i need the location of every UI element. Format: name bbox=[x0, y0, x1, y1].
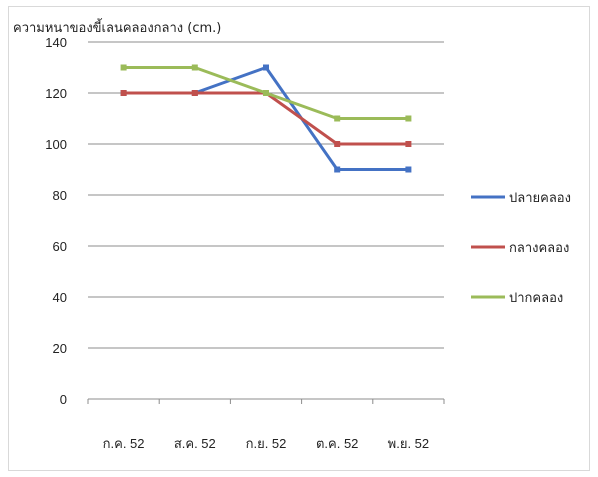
y-tick-label: 20 bbox=[53, 341, 67, 356]
x-tick-label: ต.ค. 52 bbox=[316, 436, 358, 451]
chart-frame: ความหนาของขี้เลนคลองกลาง (cm.) 0 20 40 60 80… bbox=[8, 6, 590, 471]
series-lines bbox=[120, 64, 412, 173]
y-tick-label: 40 bbox=[53, 290, 67, 305]
data-point bbox=[191, 64, 198, 71]
data-point bbox=[120, 90, 127, 96]
chart-title: ความหนาของขี้เลนคลองกลาง (cm.) bbox=[13, 18, 221, 36]
data-point bbox=[334, 115, 341, 122]
data-point bbox=[334, 166, 341, 173]
line-chart: ความหนาของขี้เลนคลองกลาง (cm.) 0 20 40 60 80… bbox=[13, 18, 571, 451]
x-tick-label: พ.ย. 52 bbox=[388, 436, 429, 451]
y-tick-label: 60 bbox=[53, 239, 67, 254]
x-tick-label: ก.ย. 52 bbox=[246, 436, 287, 451]
legend-label: กลางคลอง bbox=[509, 241, 569, 256]
y-tick-label: 140 bbox=[45, 35, 67, 50]
data-point bbox=[405, 115, 412, 122]
data-point bbox=[405, 141, 412, 147]
y-tick-label: 80 bbox=[53, 188, 67, 203]
y-tick-label: 100 bbox=[45, 137, 67, 152]
legend-label: ปลายคลอง bbox=[509, 191, 571, 206]
y-tick-label: 0 bbox=[60, 392, 67, 407]
data-point bbox=[334, 141, 341, 147]
data-point bbox=[191, 90, 198, 96]
data-point bbox=[263, 90, 269, 96]
data-point bbox=[263, 64, 269, 71]
data-point bbox=[120, 64, 127, 71]
axes: 0 20 40 60 80 100 120 140 ก.ค. 52 ส.ค. 52 ก.ย. 52 ต… bbox=[45, 35, 445, 451]
legend-label: ปากคลอง bbox=[509, 291, 563, 306]
x-tick-label: ก.ค. 52 bbox=[103, 436, 145, 451]
gridlines bbox=[88, 41, 444, 349]
data-point bbox=[405, 166, 412, 173]
y-tick-label: 120 bbox=[45, 86, 67, 101]
x-tick-label: ส.ค. 52 bbox=[174, 436, 216, 451]
